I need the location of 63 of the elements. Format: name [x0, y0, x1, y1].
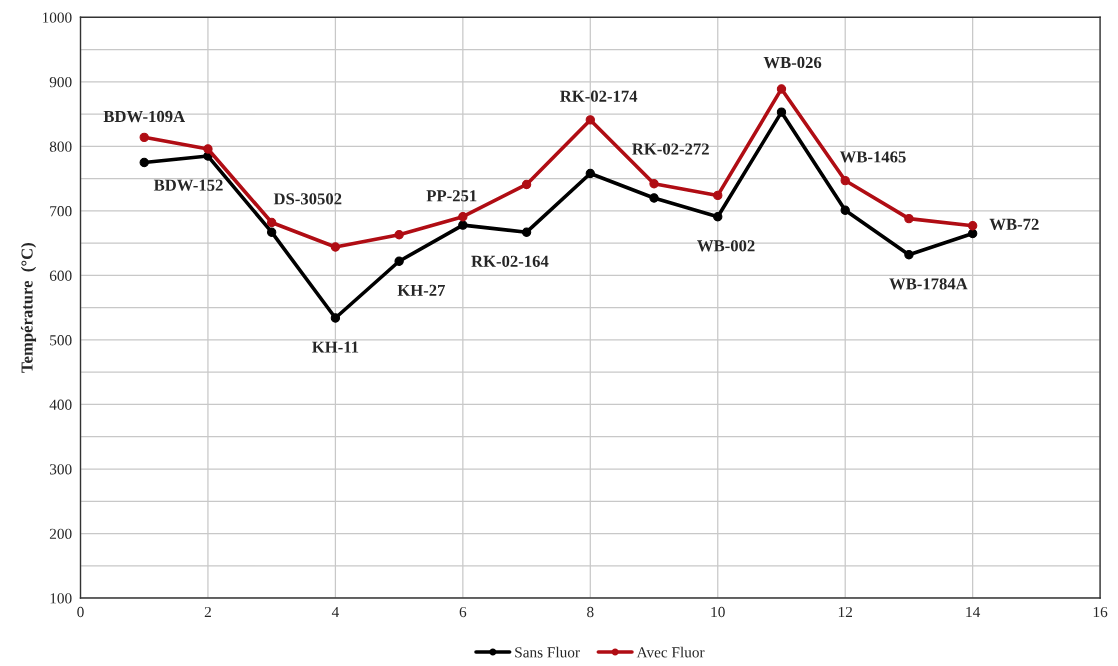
- point: [840, 205, 850, 215]
- x-tick-label: 6: [459, 606, 467, 618]
- y-tick-label: 900: [49, 76, 72, 88]
- x-tick-label: 4: [331, 606, 339, 617]
- point: [266, 227, 277, 237]
- legend-label: Sans Fluor: [515, 646, 580, 658]
- annotation: DS-30502: [273, 193, 342, 205]
- x-tick-label: 0: [77, 606, 84, 618]
- annotation: RK-02-174: [560, 90, 638, 102]
- point: [203, 144, 213, 154]
- point: [458, 220, 468, 230]
- point: [394, 230, 404, 240]
- x-tick-label: 12: [838, 606, 852, 617]
- y-tick-label: 500: [50, 335, 72, 346]
- y-tick-label: 600: [49, 270, 72, 281]
- legend-label: Avec Fluor: [636, 646, 705, 658]
- annotation: KH-11: [312, 341, 359, 353]
- annotation: WB-72: [989, 218, 1039, 230]
- annotation: BDW-152: [153, 179, 223, 191]
- point: [649, 193, 659, 203]
- point: [776, 84, 787, 94]
- point: [139, 132, 149, 143]
- y-tick-label: 300: [49, 464, 72, 475]
- point: [139, 157, 149, 168]
- point: [967, 228, 978, 239]
- y-tick-label: 400: [49, 399, 72, 410]
- point: [904, 250, 914, 260]
- point: [266, 217, 277, 228]
- point: [330, 242, 341, 252]
- point: [776, 107, 787, 117]
- point: [585, 168, 595, 179]
- point: [394, 256, 404, 266]
- point: [904, 213, 914, 224]
- annotation: RK-02-164: [471, 255, 549, 267]
- point: [521, 227, 532, 237]
- annotation: WB-026: [763, 56, 822, 69]
- point: [330, 313, 341, 323]
- point: [840, 175, 850, 186]
- point: [713, 212, 723, 222]
- annotation: WB-1465: [839, 151, 906, 163]
- annotation: PP-251: [426, 190, 477, 202]
- y-tick-label: 800: [49, 141, 72, 152]
- y-tick-label: 1000: [42, 12, 72, 23]
- annotation: WB-002: [697, 240, 755, 252]
- x-tick-label: 16: [1093, 606, 1108, 618]
- x-tick-label: 10: [711, 606, 725, 618]
- x-tick-label: 2: [204, 606, 211, 617]
- point: [967, 221, 978, 231]
- y-tick-label: 200: [49, 528, 72, 539]
- x-tick-label: 8: [587, 606, 594, 618]
- annotation: KH-27: [397, 284, 446, 296]
- y-tick-label: 100: [50, 593, 72, 604]
- point: [585, 115, 595, 125]
- point: [521, 179, 532, 190]
- point: [713, 190, 723, 201]
- y-axis-title: Température (°C): [20, 243, 37, 373]
- x-tick-label: 14: [966, 606, 981, 617]
- annotation: WB-1784A: [889, 278, 968, 290]
- annotation: BDW-109A: [103, 110, 185, 123]
- y-tick-label: 700: [50, 206, 72, 217]
- point: [458, 212, 468, 222]
- point: [649, 179, 659, 189]
- annotation: RK-02-272: [632, 143, 709, 155]
